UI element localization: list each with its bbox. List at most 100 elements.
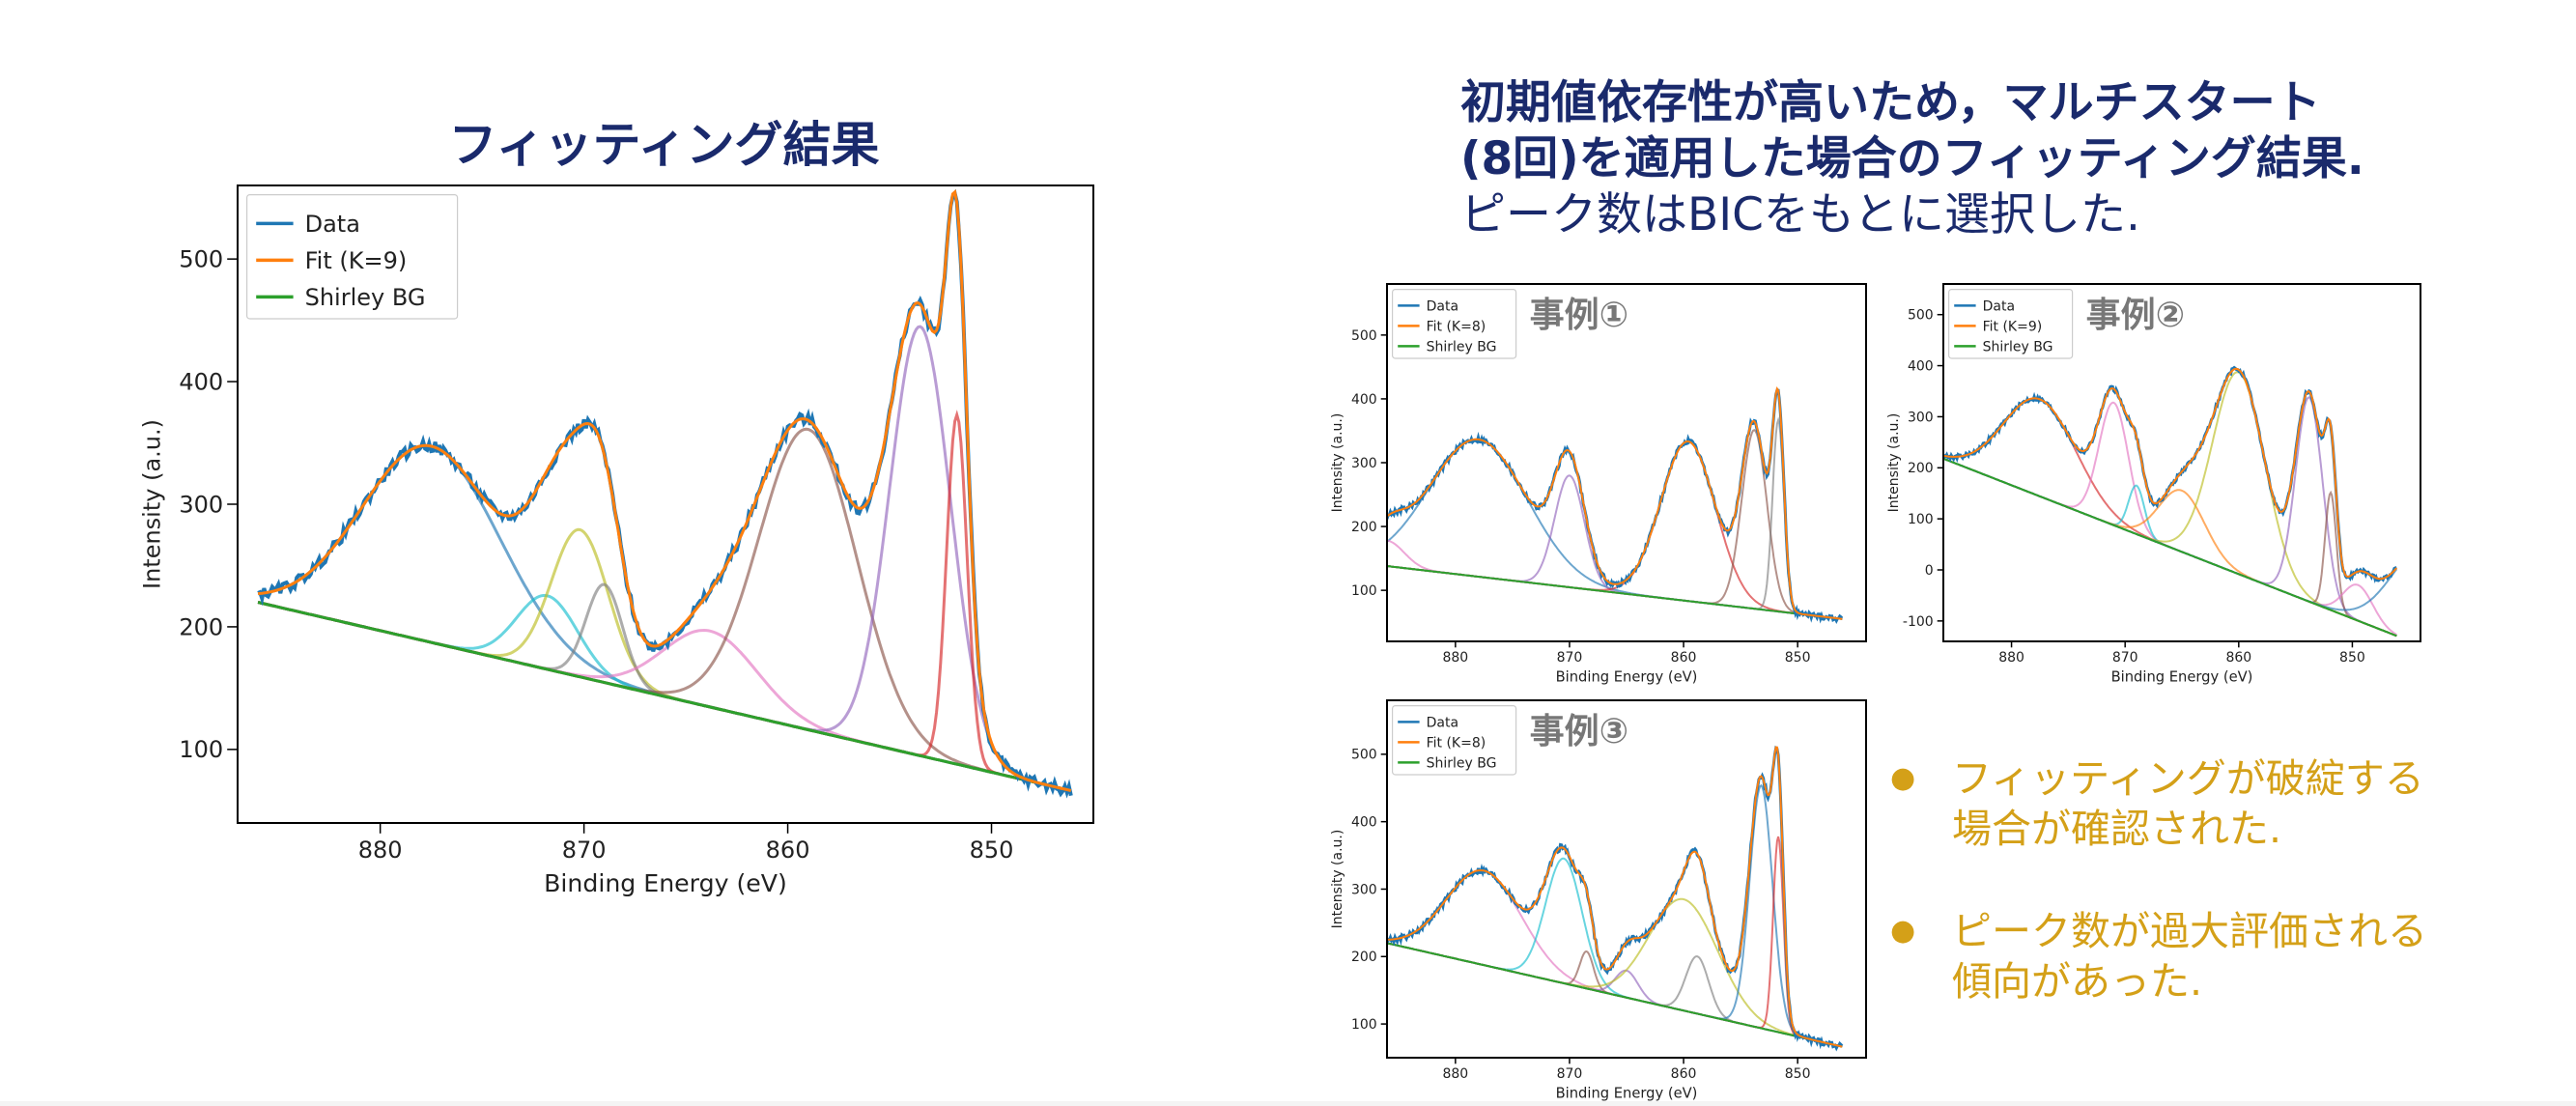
x-tick-label: 870 — [1557, 1066, 1583, 1082]
bullet-dot-icon: ● — [1890, 914, 1916, 948]
legend-box — [1947, 289, 2074, 359]
case3-chart: 880 870 860 850 100 200 300 400 500 Binding Energ… — [1330, 699, 1867, 1101]
legend-label: Fit (K=8) — [1427, 735, 1486, 751]
headline-line-3: ピーク数はBICをもとに選択した. — [1460, 188, 2140, 241]
fit-line — [1387, 385, 1843, 620]
y-tick-label: 0 — [1925, 563, 1934, 579]
bullet-1-line-2: 場合が確認された. — [1952, 806, 2282, 852]
x-axis-label: Binding Energy (eV) — [1556, 668, 1698, 685]
component-peak-5 — [1387, 897, 1843, 1048]
x-tick-label: 880 — [1442, 1066, 1468, 1082]
x-axis-label: Binding Energy (eV) — [544, 869, 787, 897]
x-tick-label: 860 — [1671, 1066, 1697, 1082]
y-tick-label: 100 — [179, 736, 223, 763]
x-tick-label: 870 — [562, 837, 607, 864]
legend-label: Data — [1983, 298, 2015, 314]
legend-box — [1391, 289, 1517, 359]
component-peak-2 — [1387, 474, 1843, 620]
legend-box — [246, 193, 459, 320]
case2-chart: 880 870 860 850 -100 0 100 200 300 400 500 Binding … — [1886, 283, 2421, 685]
bullet-item-1: ● フィッティングが破綻する 場合が確認された. — [1888, 753, 2564, 854]
y-tick-label: -100 — [1903, 614, 1934, 630]
y-tick-label: 200 — [1351, 520, 1377, 535]
x-tick-label: 860 — [2225, 650, 2251, 666]
bullet-1-line-1: フィッティングが破綻する — [1952, 755, 2424, 802]
legend-label: Fit (K=9) — [1983, 319, 2043, 334]
headline-line-1: 初期値依存性が高いため，マルチスタート — [1460, 76, 2321, 129]
y-tick-label: 200 — [1351, 950, 1377, 965]
legend-label: Shirley BG — [1427, 755, 1497, 771]
bullet-list: ● フィッティングが破綻する 場合が確認された. ● ピーク数が過大評価される … — [1888, 753, 2564, 1059]
component-peak-6 — [1943, 396, 2397, 638]
legend-box — [1391, 705, 1517, 776]
y-axis-label: Intensity (a.u.) — [1330, 830, 1345, 929]
y-axis-label: Intensity (a.u.) — [1330, 413, 1345, 513]
y-tick-label: 100 — [1351, 1017, 1377, 1033]
legend-label: Fit (K=8) — [1427, 319, 1486, 334]
y-tick-label: 200 — [1908, 461, 1934, 476]
headline: 初期値依存性が高いため，マルチスタート (8回)を適用した場合のフィッティング結… — [1460, 75, 2533, 243]
component-peak-3 — [257, 527, 1072, 792]
plot-area — [1943, 365, 2398, 638]
y-tick-label: 300 — [179, 491, 223, 518]
bullet-dot-icon: ● — [1890, 761, 1916, 795]
legend-label: Data — [1427, 715, 1458, 730]
y-axis-label: Intensity (a.u.) — [1886, 413, 1902, 513]
x-axis-label: Binding Energy (eV) — [1556, 1085, 1698, 1101]
x-tick-label: 850 — [1785, 650, 1811, 666]
bullet-2-line-1: ピーク数が過大評価される — [1952, 908, 2427, 954]
plot-area — [257, 188, 1073, 799]
y-tick-label: 500 — [1351, 328, 1377, 344]
x-tick-label: 850 — [1785, 1066, 1811, 1082]
left-chart-title: フィッティング結果 — [448, 117, 880, 173]
x-axis-label: Binding Energy (eV) — [2111, 668, 2253, 685]
component-peak-2 — [1943, 401, 2397, 638]
y-axis-label: Intensity (a.u.) — [139, 419, 166, 589]
plot-frame — [1942, 283, 2421, 642]
shirley-bg-line — [1943, 457, 2397, 638]
plot-frame — [1386, 699, 1867, 1059]
case-title: 事例② — [2086, 296, 2185, 335]
plot-area — [1387, 745, 1844, 1052]
y-tick-label: 200 — [179, 613, 223, 640]
x-tick-label: 880 — [1442, 650, 1468, 666]
y-tick-label: 300 — [1351, 456, 1377, 471]
legend-label: Data — [1427, 298, 1458, 314]
plot-area — [1387, 385, 1844, 625]
legend-label: Shirley BG — [1427, 339, 1497, 354]
case1-chart: 880 870 860 850 100 200 300 400 500 Binding Energ… — [1330, 283, 1867, 685]
shirley-bg-line — [1387, 565, 1843, 620]
x-tick-label: 880 — [1998, 650, 2024, 666]
x-tick-label: 850 — [2339, 650, 2365, 666]
bottom-strip — [0, 1101, 2576, 1106]
bullet-item-2: ● ピーク数が過大評価される 傾向があった. — [1888, 906, 2564, 1007]
legend-label: Shirley BG — [1983, 339, 2053, 354]
y-tick-label: 400 — [179, 368, 223, 395]
fit-line — [1943, 367, 2398, 581]
component-peak-7 — [257, 325, 1072, 792]
headline-line-2: (8回)を適用した場合のフィッティング結果. — [1460, 132, 2364, 185]
shirley-bg-line — [257, 601, 1072, 792]
main-fitting-chart: 880 870 860 850 100 200 300 400 500 Binding Energ… — [139, 184, 1094, 897]
legend-label: Fit (K=9) — [305, 247, 408, 274]
x-tick-label: 860 — [766, 837, 810, 864]
legend-label: Data — [305, 211, 360, 238]
y-tick-label: 100 — [1351, 583, 1377, 599]
data-line — [1943, 365, 2397, 583]
y-tick-label: 300 — [1908, 410, 1934, 425]
y-tick-label: 500 — [1908, 308, 1934, 324]
bullet-2-line-2: 傾向があった. — [1952, 958, 2203, 1005]
y-tick-label: 300 — [1351, 882, 1377, 897]
x-tick-label: 870 — [2112, 650, 2138, 666]
fit-line — [257, 189, 1072, 792]
shirley-bg-line — [1387, 942, 1843, 1048]
component-peak-4 — [257, 582, 1072, 792]
component-peak-8 — [257, 410, 1072, 792]
x-tick-label: 850 — [970, 837, 1014, 864]
component-peak-1 — [1943, 397, 2397, 638]
case-title: 事例③ — [1530, 712, 1628, 752]
y-tick-label: 500 — [179, 246, 223, 273]
x-tick-label: 870 — [1557, 650, 1583, 666]
x-tick-label: 880 — [358, 837, 403, 864]
legend-label: Shirley BG — [305, 284, 426, 311]
